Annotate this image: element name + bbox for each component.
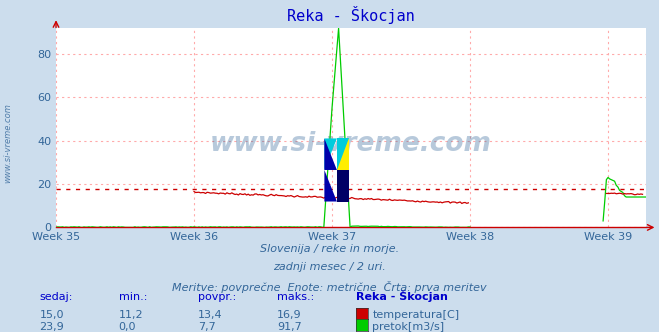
Text: Reka - Škocjan: Reka - Škocjan (356, 290, 447, 302)
Text: 7,7: 7,7 (198, 322, 215, 332)
Text: sedaj:: sedaj: (40, 292, 73, 302)
Text: 16,9: 16,9 (277, 310, 301, 320)
Text: pretok[m3/s]: pretok[m3/s] (372, 322, 444, 332)
Text: 91,7: 91,7 (277, 322, 302, 332)
Text: Slovenija / reke in morje.: Slovenija / reke in morje. (260, 244, 399, 254)
Bar (337, 170, 349, 202)
Polygon shape (337, 138, 349, 170)
Text: www.si-vreme.com: www.si-vreme.com (3, 103, 13, 183)
Polygon shape (324, 138, 337, 170)
Text: 23,9: 23,9 (40, 322, 65, 332)
Text: www.si-vreme.com: www.si-vreme.com (210, 131, 492, 157)
Polygon shape (324, 170, 337, 202)
Text: Meritve: povprečne  Enote: metrične  Črta: prva meritev: Meritve: povprečne Enote: metrične Črta:… (172, 281, 487, 292)
Bar (337, 138, 349, 170)
Text: min.:: min.: (119, 292, 147, 302)
Text: 13,4: 13,4 (198, 310, 222, 320)
Polygon shape (324, 138, 337, 170)
Text: maks.:: maks.: (277, 292, 314, 302)
Title: Reka - Škocjan: Reka - Škocjan (287, 6, 415, 24)
Text: 11,2: 11,2 (119, 310, 143, 320)
Text: povpr.:: povpr.: (198, 292, 236, 302)
Text: 0,0: 0,0 (119, 322, 136, 332)
Text: temperatura[C]: temperatura[C] (372, 310, 459, 320)
Text: 15,0: 15,0 (40, 310, 64, 320)
Text: zadnji mesec / 2 uri.: zadnji mesec / 2 uri. (273, 262, 386, 272)
